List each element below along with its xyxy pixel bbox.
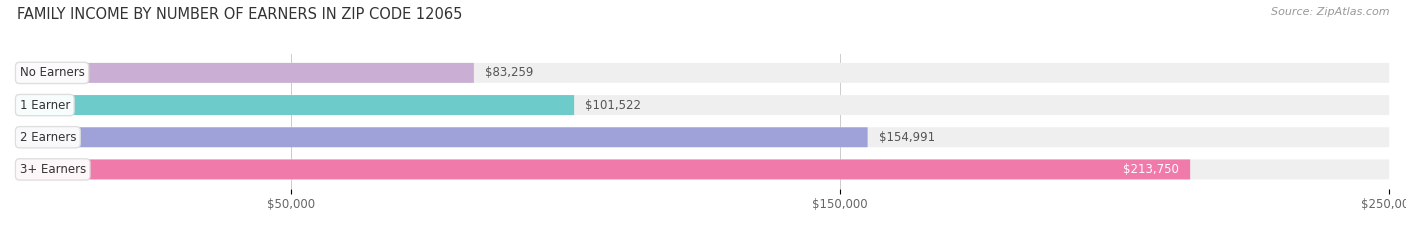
Text: 3+ Earners: 3+ Earners <box>20 163 86 176</box>
Text: $154,991: $154,991 <box>879 131 935 144</box>
FancyBboxPatch shape <box>17 159 1389 179</box>
Text: FAMILY INCOME BY NUMBER OF EARNERS IN ZIP CODE 12065: FAMILY INCOME BY NUMBER OF EARNERS IN ZI… <box>17 7 463 22</box>
Text: $101,522: $101,522 <box>585 99 641 112</box>
FancyBboxPatch shape <box>17 159 1189 179</box>
FancyBboxPatch shape <box>17 63 474 83</box>
FancyBboxPatch shape <box>17 95 1389 115</box>
Text: Source: ZipAtlas.com: Source: ZipAtlas.com <box>1271 7 1389 17</box>
Text: 1 Earner: 1 Earner <box>20 99 70 112</box>
FancyBboxPatch shape <box>17 63 1389 83</box>
FancyBboxPatch shape <box>17 127 868 147</box>
Text: No Earners: No Earners <box>20 66 84 79</box>
Text: 2 Earners: 2 Earners <box>20 131 76 144</box>
FancyBboxPatch shape <box>17 95 574 115</box>
Text: $213,750: $213,750 <box>1123 163 1180 176</box>
Text: $83,259: $83,259 <box>485 66 533 79</box>
FancyBboxPatch shape <box>17 127 1389 147</box>
